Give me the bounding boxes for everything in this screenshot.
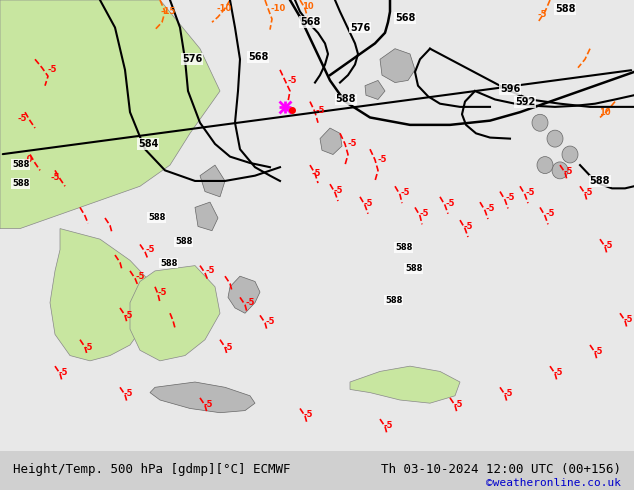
- Text: 588: 588: [148, 213, 165, 222]
- Text: 596: 596: [500, 84, 520, 94]
- Text: 588: 588: [395, 243, 412, 252]
- Text: -5: -5: [333, 186, 343, 195]
- Text: -5: -5: [204, 400, 213, 409]
- Polygon shape: [130, 266, 220, 361]
- Text: -5: -5: [50, 173, 60, 182]
- Text: -5: -5: [445, 198, 455, 208]
- Text: -5: -5: [287, 76, 297, 85]
- Text: -5: -5: [583, 188, 593, 197]
- Text: 10: 10: [302, 2, 314, 11]
- Text: 588: 588: [405, 264, 422, 273]
- Polygon shape: [195, 202, 218, 231]
- Text: -5: -5: [145, 245, 155, 254]
- Text: -5: -5: [245, 298, 255, 307]
- Text: -5: -5: [347, 140, 357, 148]
- Circle shape: [532, 114, 548, 131]
- Text: -5: -5: [48, 65, 57, 74]
- Polygon shape: [0, 0, 220, 228]
- Text: 568: 568: [300, 17, 320, 27]
- Text: 576: 576: [182, 54, 202, 64]
- Text: 576: 576: [350, 23, 370, 32]
- Polygon shape: [380, 49, 415, 82]
- Text: -5: -5: [157, 288, 167, 296]
- Text: 568: 568: [395, 13, 415, 23]
- Text: -5: -5: [135, 271, 145, 281]
- Circle shape: [552, 162, 568, 179]
- Text: -5: -5: [383, 421, 392, 430]
- Text: -5: -5: [485, 204, 495, 213]
- Text: -5: -5: [400, 188, 410, 197]
- Polygon shape: [150, 382, 255, 413]
- Text: -5: -5: [537, 10, 547, 19]
- Text: ©weatheronline.co.uk: ©weatheronline.co.uk: [486, 478, 621, 488]
- Text: 588: 588: [336, 95, 356, 104]
- Polygon shape: [365, 80, 385, 99]
- Text: -5: -5: [463, 222, 473, 231]
- Text: -5: -5: [525, 188, 534, 197]
- Text: 588: 588: [175, 238, 192, 246]
- Text: -5: -5: [377, 155, 387, 164]
- Text: -5: -5: [553, 368, 563, 377]
- Circle shape: [562, 146, 578, 163]
- Text: -5: -5: [503, 389, 513, 398]
- Polygon shape: [350, 366, 460, 403]
- Text: -15: -15: [160, 7, 176, 16]
- Text: Height/Temp. 500 hPa [gdmp][°C] ECMWF: Height/Temp. 500 hPa [gdmp][°C] ECMWF: [13, 463, 290, 476]
- Text: -5: -5: [603, 241, 612, 250]
- Text: 568: 568: [248, 52, 268, 62]
- Text: -5: -5: [623, 315, 633, 324]
- Text: 10: 10: [599, 108, 611, 117]
- Text: -0: -0: [23, 155, 33, 164]
- Text: -5: -5: [303, 410, 313, 419]
- Text: -5: -5: [83, 343, 93, 352]
- Text: 588: 588: [385, 295, 403, 305]
- Polygon shape: [50, 228, 150, 361]
- Text: -5: -5: [563, 167, 573, 176]
- Circle shape: [547, 130, 563, 147]
- Text: -5: -5: [205, 267, 215, 275]
- Text: -5: -5: [223, 343, 233, 352]
- Text: -5: -5: [123, 311, 133, 320]
- Circle shape: [537, 157, 553, 173]
- Polygon shape: [200, 165, 225, 197]
- Text: -5: -5: [505, 194, 515, 202]
- Text: Th 03-10-2024 12:00 UTC (00+156): Th 03-10-2024 12:00 UTC (00+156): [381, 463, 621, 476]
- Text: 584: 584: [138, 139, 158, 149]
- Text: -5: -5: [419, 209, 429, 218]
- Text: -10: -10: [270, 4, 286, 13]
- Text: -5: -5: [123, 389, 133, 398]
- Text: -5: -5: [58, 368, 68, 377]
- Text: -5: -5: [593, 347, 603, 356]
- Text: 588: 588: [12, 160, 29, 169]
- Polygon shape: [228, 276, 260, 313]
- Text: -5: -5: [453, 400, 463, 409]
- Polygon shape: [320, 128, 342, 154]
- Text: 588: 588: [590, 176, 611, 186]
- Text: -5: -5: [363, 198, 373, 208]
- Text: 588: 588: [160, 259, 178, 268]
- Text: -5: -5: [311, 169, 321, 178]
- Text: -5: -5: [545, 209, 555, 218]
- Text: 592: 592: [515, 97, 535, 107]
- Text: -5: -5: [265, 317, 275, 326]
- Text: 588: 588: [555, 3, 576, 14]
- Text: -10: -10: [216, 4, 231, 13]
- Text: -5: -5: [17, 114, 27, 123]
- Text: 588: 588: [12, 179, 29, 188]
- Text: -5: -5: [315, 105, 325, 115]
